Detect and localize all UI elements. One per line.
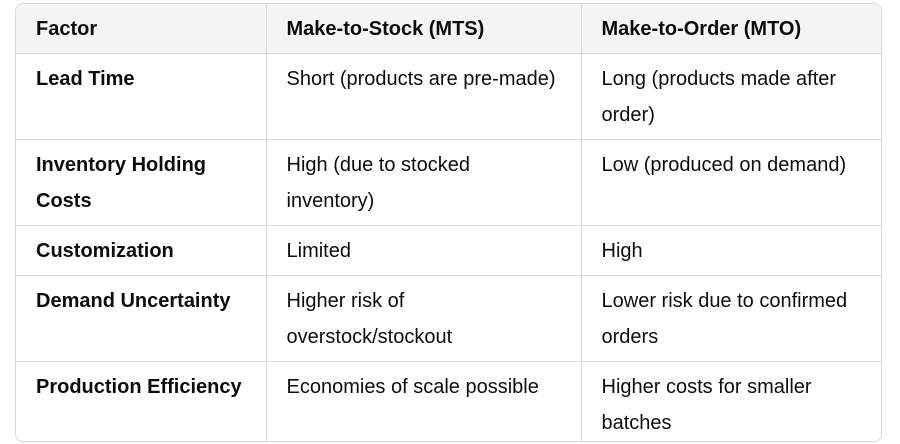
row-label: Demand Uncertainty xyxy=(16,275,266,362)
row-label: Customization xyxy=(16,225,266,276)
table-body: Lead Time Short (products are pre-made) Lo… xyxy=(16,53,881,441)
table-row: Inventory Holding Costs High (due to stoc… xyxy=(16,139,881,226)
row-label: Lead Time xyxy=(16,53,266,140)
column-header: Factor xyxy=(16,4,266,54)
table-container: Factor Make-to-Stock (MTS) Make-to-Order (… xyxy=(15,3,882,442)
table-cell: High xyxy=(580,225,881,276)
row-label: Production Efficiency xyxy=(36,376,242,398)
header-row: Factor Make-to-Stock (MTS) Make-to-Order (… xyxy=(16,4,881,54)
table-cell: Higher costs for smaller batches xyxy=(580,361,881,441)
table-cell: Higher risk of overstock/stockout xyxy=(265,275,581,362)
table-row: Production Efficiency Economies of scale … xyxy=(16,361,881,441)
table-cell: High (due to stocked inventory) xyxy=(265,139,581,226)
comparison-table: Factor Make-to-Stock (MTS) Make-to-Order (… xyxy=(16,4,881,441)
table-cell: Long (products made after order) xyxy=(580,53,881,140)
column-header: Make-to-Stock (MTS) xyxy=(265,4,581,54)
column-header: Make-to-Order (MTO) xyxy=(580,4,881,54)
table-cell: Short (products are pre-made) xyxy=(265,53,581,140)
table-cell: Lower risk due to confirmed orders xyxy=(580,275,881,362)
table-cell: Economies of scale possible xyxy=(265,361,581,441)
table-row: Customization Limited High xyxy=(16,225,881,276)
table-cell: Limited xyxy=(265,225,581,276)
table-row: Lead Time Short (products are pre-made) Lo… xyxy=(16,53,881,140)
table-cell: Low (produced on demand) xyxy=(580,139,881,226)
table-row: Demand Uncertainty Higher risk of oversto… xyxy=(16,275,881,362)
row-label: Inventory Holding Costs xyxy=(16,139,266,226)
